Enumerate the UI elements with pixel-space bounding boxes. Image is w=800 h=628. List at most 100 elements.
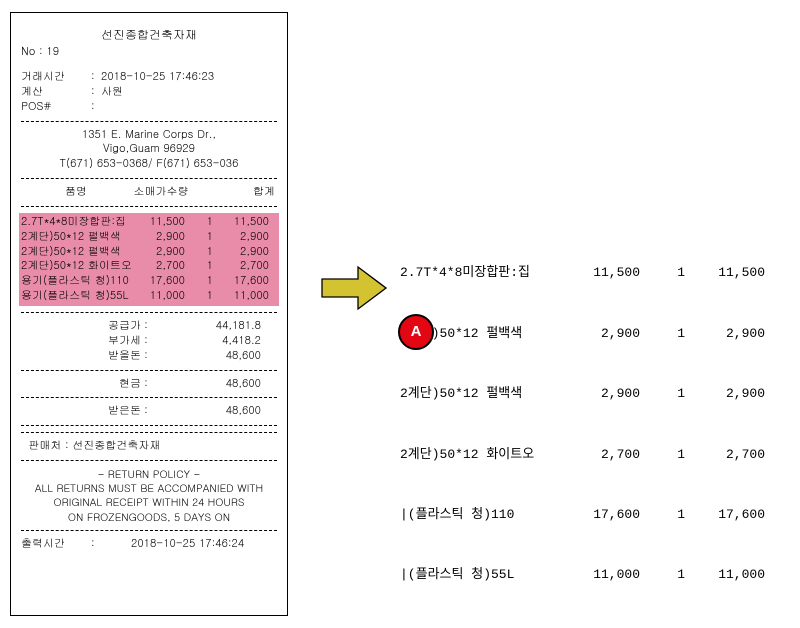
phone-line: T(671) 653-0368/ F(671) 653-036 — [21, 157, 277, 172]
seller-label: 판매처 : — [28, 438, 68, 453]
meta-row: 계산 : 사원 — [21, 85, 277, 100]
item-price: 17,600 — [139, 274, 185, 289]
ex-price: 11,000 — [585, 565, 640, 585]
receipt-panel: 선진종합건축자재 No : 19 거래시간 : 2018-10-25 17:46… — [10, 12, 288, 616]
cash-row: 현금 : 48,600 — [21, 377, 277, 392]
summary-row: 공급가 : 44,181.8 — [21, 319, 277, 334]
colon: : — [91, 100, 101, 115]
extract-row: 2계단)50*12 펄백색 2,900 1 2,900 — [400, 384, 765, 404]
policy-line: ON FROZENGOODS, 5 DAYS ON — [21, 510, 277, 524]
received-row: 받은돈 : 48,600 — [21, 404, 277, 419]
divider — [21, 178, 277, 179]
ex-total: 2,900 — [685, 384, 765, 404]
colon: : — [141, 404, 151, 419]
item-name: 용기(플라스틱 청)55L — [21, 289, 139, 304]
ex-total: 2,900 — [685, 324, 765, 344]
meta-row: POS# : — [21, 100, 277, 115]
sum-label: 부가세 — [21, 334, 141, 349]
item-price: 2,700 — [139, 259, 185, 274]
receipt-title: 선진종합건축자재 — [21, 27, 277, 43]
item-qty: 1 — [185, 230, 213, 245]
ex-name: |(플라스틱 청)55L — [400, 565, 585, 585]
extract-row: 2계단)50*12 펄백색 2,900 1 2,900 — [400, 324, 765, 344]
item-total: 2,700 — [213, 259, 269, 274]
item-qty: 1 — [185, 259, 213, 274]
sum-value: 44,181.8 — [151, 319, 261, 334]
summary-row: 받을돈 : 48,600 — [21, 349, 277, 364]
col-price: 소매가수량 — [131, 185, 191, 200]
cash-label: 현금 — [21, 377, 141, 392]
print-time-row: 출력시간 : 2018-10-25 17:46:24 — [21, 537, 277, 552]
ex-qty: 1 — [640, 324, 685, 344]
meta-row: 거래시간 : 2018-10-25 17:46:23 — [21, 70, 277, 85]
received-label: 받은돈 — [21, 404, 141, 419]
no-value: 19 — [46, 44, 59, 59]
item-qty: 1 — [185, 289, 213, 304]
ex-qty: 1 — [640, 505, 685, 525]
address-line: Vigo,Guam 96929 — [21, 142, 277, 157]
col-qty — [191, 185, 219, 200]
item-qty: 1 — [185, 215, 213, 230]
meta-value: 2018-10-25 17:46:23 — [101, 70, 214, 85]
item-row: 용기(플라스틱 청)110 17,600 1 17,600 — [21, 274, 277, 289]
extract-row: |(플라스틱 청)55L 11,000 1 11,000 — [400, 565, 765, 585]
item-price: 2,900 — [139, 245, 185, 260]
ex-name: 2계단)50*12 펄백색 — [400, 384, 585, 404]
divider — [21, 432, 277, 433]
policy-line: ORIGINAL RECEIPT WITHIN 24 HOURS — [21, 495, 277, 509]
item-price: 11,000 — [139, 289, 185, 304]
ex-price: 2,700 — [585, 445, 640, 465]
ex-total: 2,700 — [685, 445, 765, 465]
item-qty: 1 — [185, 274, 213, 289]
ex-total: 11,500 — [685, 263, 765, 283]
received-value: 48,600 — [151, 404, 261, 419]
item-name: 2계단)50*12 화이트오 — [21, 259, 139, 274]
meta-label: POS# — [21, 100, 91, 115]
sum-label: 받을돈 — [21, 349, 141, 364]
ex-qty: 1 — [640, 565, 685, 585]
col-total: 합계 — [219, 185, 275, 200]
colon: : — [141, 334, 151, 349]
item-row: 2계단)50*12 화이트오 2,700 1 2,700 — [21, 259, 277, 274]
summary-row: 부가세 : 4,418.2 — [21, 334, 277, 349]
item-row: 2.7T*4*8미장합판:집 11,500 1 11,500 — [21, 215, 277, 230]
item-name: 2계단)50*12 펄백색 — [21, 245, 139, 260]
item-row: 2계단)50*12 펄백색 2,900 1 2,900 — [21, 230, 277, 245]
item-total: 17,600 — [213, 274, 269, 289]
item-qty: 1 — [185, 245, 213, 260]
item-total: 2,900 — [213, 230, 269, 245]
meta-label: 거래시간 — [21, 70, 91, 85]
item-row: 2계단)50*12 펄백색 2,900 1 2,900 — [21, 245, 277, 260]
seller-value: 선진종합건축자재 — [72, 438, 160, 453]
divider — [21, 206, 277, 207]
item-row: 용기(플라스틱 청)55L 11,000 1 11,000 — [21, 289, 277, 304]
ex-name: 2계단)50*12 화이트오 — [400, 445, 585, 465]
ex-total: 17,600 — [685, 505, 765, 525]
ex-price: 17,600 — [585, 505, 640, 525]
extract-row: 2계단)50*12 화이트오 2,700 1 2,700 — [400, 445, 765, 465]
meta-value: 사원 — [101, 85, 123, 100]
ex-price: 2,900 — [585, 324, 640, 344]
ex-price: 11,500 — [585, 263, 640, 283]
extract-row: |(플라스틱 청)110 17,600 1 17,600 — [400, 505, 765, 525]
ex-qty: 1 — [640, 384, 685, 404]
policy-line: - RETURN POLICY - — [21, 467, 277, 481]
address-line: 1351 E. Marine Corps Dr., — [21, 128, 277, 143]
arrow-icon — [320, 265, 390, 316]
divider — [21, 121, 277, 122]
policy-line: ALL RETURNS MUST BE ACCOMPANIED WITH — [21, 481, 277, 495]
column-headers: 품명 소매가수량 합계 — [21, 185, 277, 200]
ex-name: |(플라스틱 청)110 — [400, 505, 585, 525]
item-price: 2,900 — [139, 230, 185, 245]
cash-value: 48,600 — [151, 377, 261, 392]
sum-value: 48,600 — [151, 349, 261, 364]
item-name: 2계단)50*12 펄백색 — [21, 230, 139, 245]
print-value: 2018-10-25 17:46:24 — [131, 537, 244, 552]
seller-row: 판매처 : 선진종합건축자재 — [21, 439, 277, 454]
divider — [21, 460, 277, 461]
col-name: 품명 — [21, 185, 131, 200]
meta-label: 계산 — [21, 85, 91, 100]
extracted-text-block: 2.7T*4*8미장합판:집 11,500 1 11,500 2계단)50*12… — [400, 223, 765, 606]
item-name: 용기(플라스틱 청)110 — [21, 274, 139, 289]
divider — [21, 530, 277, 531]
